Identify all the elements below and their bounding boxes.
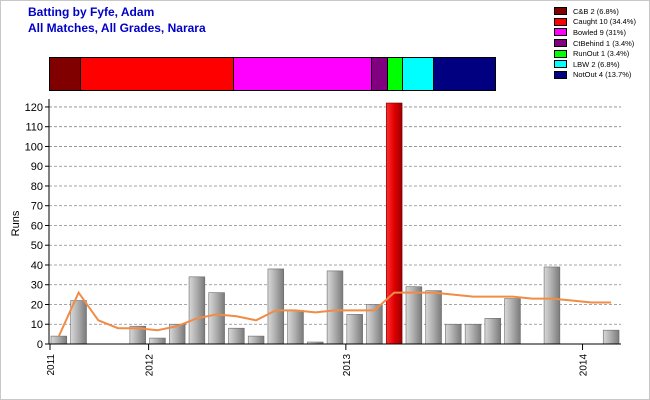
legend-label: C&B 2 (6.8%) (573, 6, 619, 16)
legend-item: CtBehind 1 (3.4%) (554, 38, 636, 49)
y-tick-label: 70 (31, 201, 43, 213)
legend-label: RunOut 1 (3.4%) (573, 49, 630, 59)
legend-swatch (554, 39, 567, 48)
y-tick-label: 0 (37, 339, 43, 351)
dismissal-stacked-bar (49, 57, 496, 91)
chart-subtitle: All Matches, All Grades, Narara (28, 21, 206, 35)
legend-item: Bowled 9 (31%) (554, 27, 636, 38)
y-tick-label: 40 (31, 260, 43, 272)
y-tick-label: 10 (31, 319, 43, 331)
x-tick-label: 2014 (579, 354, 590, 377)
y-tick-label: 20 (31, 299, 43, 311)
y-tick-label: 100 (25, 141, 43, 153)
dismissal-segment (433, 58, 495, 90)
dismissal-segment (234, 58, 373, 90)
legend-item: RunOut 1 (3.4%) (554, 48, 636, 59)
y-tick-label: 110 (25, 122, 43, 134)
x-tick-label: 2013 (342, 354, 353, 377)
legend-swatch (554, 60, 567, 69)
legend-label: LBW 2 (6.8%) (573, 59, 620, 69)
innings-bar (445, 323, 462, 345)
innings-bar (208, 292, 225, 345)
innings-bar (247, 335, 265, 345)
y-tick-label: 60 (31, 220, 43, 232)
legend-item: LBW 2 (6.8%) (554, 59, 636, 70)
y-tick-label: 90 (31, 161, 43, 173)
legend-label: CtBehind 1 (3.4%) (573, 38, 635, 48)
dismissal-segment (402, 58, 434, 90)
highest-score-bar (385, 102, 403, 345)
y-axis-label: Runs (10, 210, 22, 236)
innings-bar (50, 335, 68, 345)
y-tick-label: 50 (31, 240, 43, 252)
legend-swatch (554, 17, 567, 26)
innings-bar (425, 290, 442, 345)
legend-label: NotOut 4 (13.7%) (573, 70, 632, 80)
innings-bar (405, 286, 423, 345)
y-tick-label: 80 (31, 181, 43, 193)
innings-bar (543, 266, 561, 345)
y-tick-label: 120 (25, 102, 43, 114)
legend-swatch (554, 49, 567, 58)
innings-bar (267, 268, 285, 345)
legend-swatch (554, 7, 567, 16)
dismissal-segment (372, 58, 388, 90)
innings-bar (287, 310, 304, 345)
x-tick-label: 2012 (145, 354, 156, 377)
y-tick-label: 30 (31, 280, 43, 292)
legend-item: Caught 10 (34.4%) (554, 17, 636, 28)
innings-bar (188, 276, 206, 345)
innings-bar (346, 314, 363, 345)
innings-bar (228, 327, 245, 345)
legend: C&B 2 (6.8%) Caught 10 (34.4%) Bowled 9 (3… (554, 6, 636, 80)
innings-bar (504, 298, 521, 345)
innings-bar (602, 329, 620, 345)
legend-item: NotOut 4 (13.7%) (554, 70, 636, 81)
legend-swatch (554, 28, 567, 37)
legend-label: Bowled 9 (31%) (573, 27, 626, 37)
legend-item: C&B 2 (6.8%) (554, 6, 636, 17)
x-tick-label: 2011 (46, 354, 57, 376)
legend-swatch (554, 70, 567, 79)
innings-bar (484, 318, 501, 345)
dismissal-segment (80, 58, 235, 90)
dismissal-segment (50, 58, 81, 90)
innings-bar (326, 270, 344, 345)
innings-bar (464, 323, 482, 345)
average-line (57, 290, 612, 337)
dismissal-segment (387, 58, 403, 90)
legend-label: Caught 10 (34.4%) (573, 17, 636, 27)
chart-title: Batting by Fyfe, Adam (28, 5, 155, 19)
innings-bar (149, 337, 166, 345)
